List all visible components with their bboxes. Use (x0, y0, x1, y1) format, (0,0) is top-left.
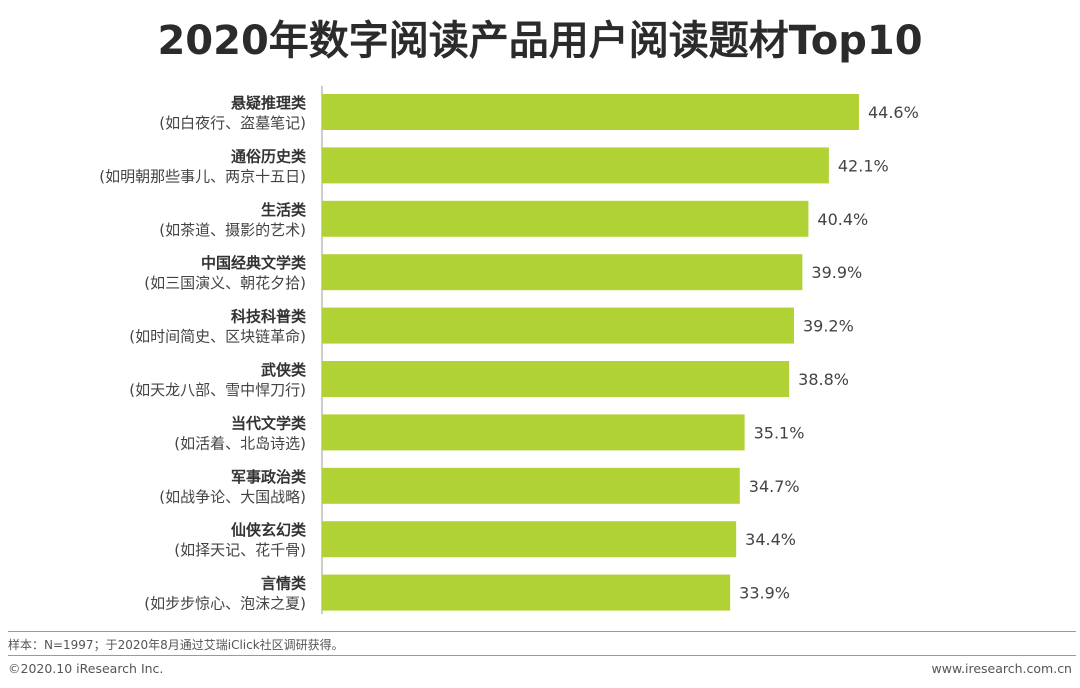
category-label-1: 悬疑推理类 (231, 94, 307, 112)
bar-3 (322, 200, 809, 237)
category-label-9: 仙侠玄幻类 (231, 521, 307, 539)
website-text: www.iresearch.com.cn (931, 661, 1073, 676)
category-example-10: (如步步惊心、泡沫之夏) (144, 595, 306, 613)
data-label-5: 39.2% (803, 317, 854, 336)
category-example-1: (如白夜行、盗墓笔记) (159, 114, 306, 132)
bar-6 (322, 361, 790, 397)
bar-1 (322, 94, 859, 130)
data-label-4: 39.9% (811, 263, 862, 282)
category-label-2: 通俗历史类 (231, 147, 307, 165)
data-label-9: 34.4% (745, 530, 796, 549)
data-label-1: 44.6% (868, 103, 919, 122)
bar-9 (322, 521, 737, 558)
bar-4 (322, 254, 803, 291)
data-label-8: 34.7% (749, 477, 800, 496)
footer-divider-bottom (8, 655, 1076, 656)
bar-5 (322, 307, 794, 344)
category-label-8: 军事政治类 (231, 468, 307, 486)
bar-2 (322, 147, 829, 184)
category-example-6: (如天龙八部、雪中悍刀行) (129, 381, 306, 399)
category-label-3: 生活类 (261, 201, 307, 219)
category-example-9: (如择天记、花千骨) (174, 541, 306, 559)
bar-chart: 44.6% 悬疑推理类 (如白夜行、盗墓笔记) 42.1% 通俗历史类 (如明朝那些事儿、… (99, 86, 919, 614)
data-label-10: 33.9% (739, 584, 790, 603)
bar-7 (322, 414, 745, 451)
category-label-4: 中国经典文学类 (201, 254, 307, 272)
data-label-2: 42.1% (838, 156, 889, 175)
footer-divider-top (8, 631, 1076, 632)
category-example-8: (如战争论、大国战略) (159, 488, 306, 506)
category-example-4: (如三国演义、朝花夕拾) (144, 274, 306, 292)
copyright-text: ©2020.10 iResearch Inc. (8, 661, 164, 676)
chart-title: 2020年数字阅读产品用户阅读题材Top10 (157, 18, 923, 64)
category-label-6: 武侠类 (261, 361, 307, 379)
category-example-2: (如明朝那些事儿、两京十五日) (99, 167, 306, 185)
category-label-7: 当代文学类 (231, 414, 307, 432)
category-label-5: 科技科普类 (231, 308, 307, 326)
category-example-3: (如茶道、摄影的艺术) (159, 221, 306, 239)
category-example-7: (如活着、北岛诗选) (174, 434, 306, 452)
bar-8 (322, 467, 740, 504)
bar-10 (322, 574, 731, 611)
category-label-10: 言情类 (261, 575, 307, 593)
data-label-6: 38.8% (798, 370, 849, 389)
data-label-7: 35.1% (754, 423, 805, 442)
category-example-5: (如时间简史、区块链革命) (129, 328, 306, 346)
sample-note: 样本：N=1997；于2020年8月通过艾瑞iClick社区调研获得。 (8, 638, 344, 652)
data-label-3: 40.4% (817, 210, 868, 229)
